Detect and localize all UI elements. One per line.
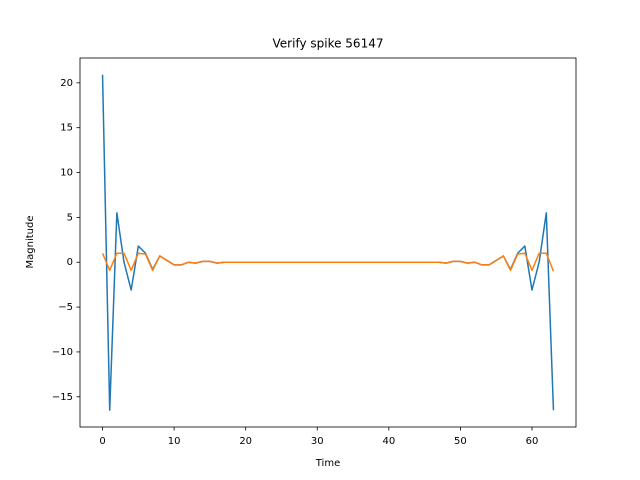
y-tick-label: 20 bbox=[60, 78, 73, 89]
y-tick-label: −5 bbox=[58, 302, 73, 313]
x-tick-label: 10 bbox=[168, 436, 181, 447]
line-series bbox=[101, 252, 555, 272]
y-tick-label: 0 bbox=[67, 257, 73, 268]
chart-title: Verify spike 56147 bbox=[273, 37, 384, 51]
x-tick-label: 50 bbox=[454, 436, 467, 447]
x-tick-label: 40 bbox=[382, 436, 395, 447]
y-tick-label: 10 bbox=[60, 168, 73, 179]
y-tick-label: 15 bbox=[60, 123, 73, 134]
x-axis-label: Time bbox=[315, 458, 340, 469]
x-tick-label: 0 bbox=[99, 436, 105, 447]
x-tick-label: 20 bbox=[239, 436, 252, 447]
y-axis-label: Magnitude bbox=[25, 216, 36, 269]
x-tick-label: 60 bbox=[526, 436, 539, 447]
x-tick-label: 30 bbox=[311, 436, 324, 447]
y-tick-label: −10 bbox=[52, 347, 73, 358]
y-tick-label: 5 bbox=[67, 212, 73, 223]
plot-frame bbox=[79, 57, 577, 428]
y-tick-label: −15 bbox=[52, 392, 73, 403]
